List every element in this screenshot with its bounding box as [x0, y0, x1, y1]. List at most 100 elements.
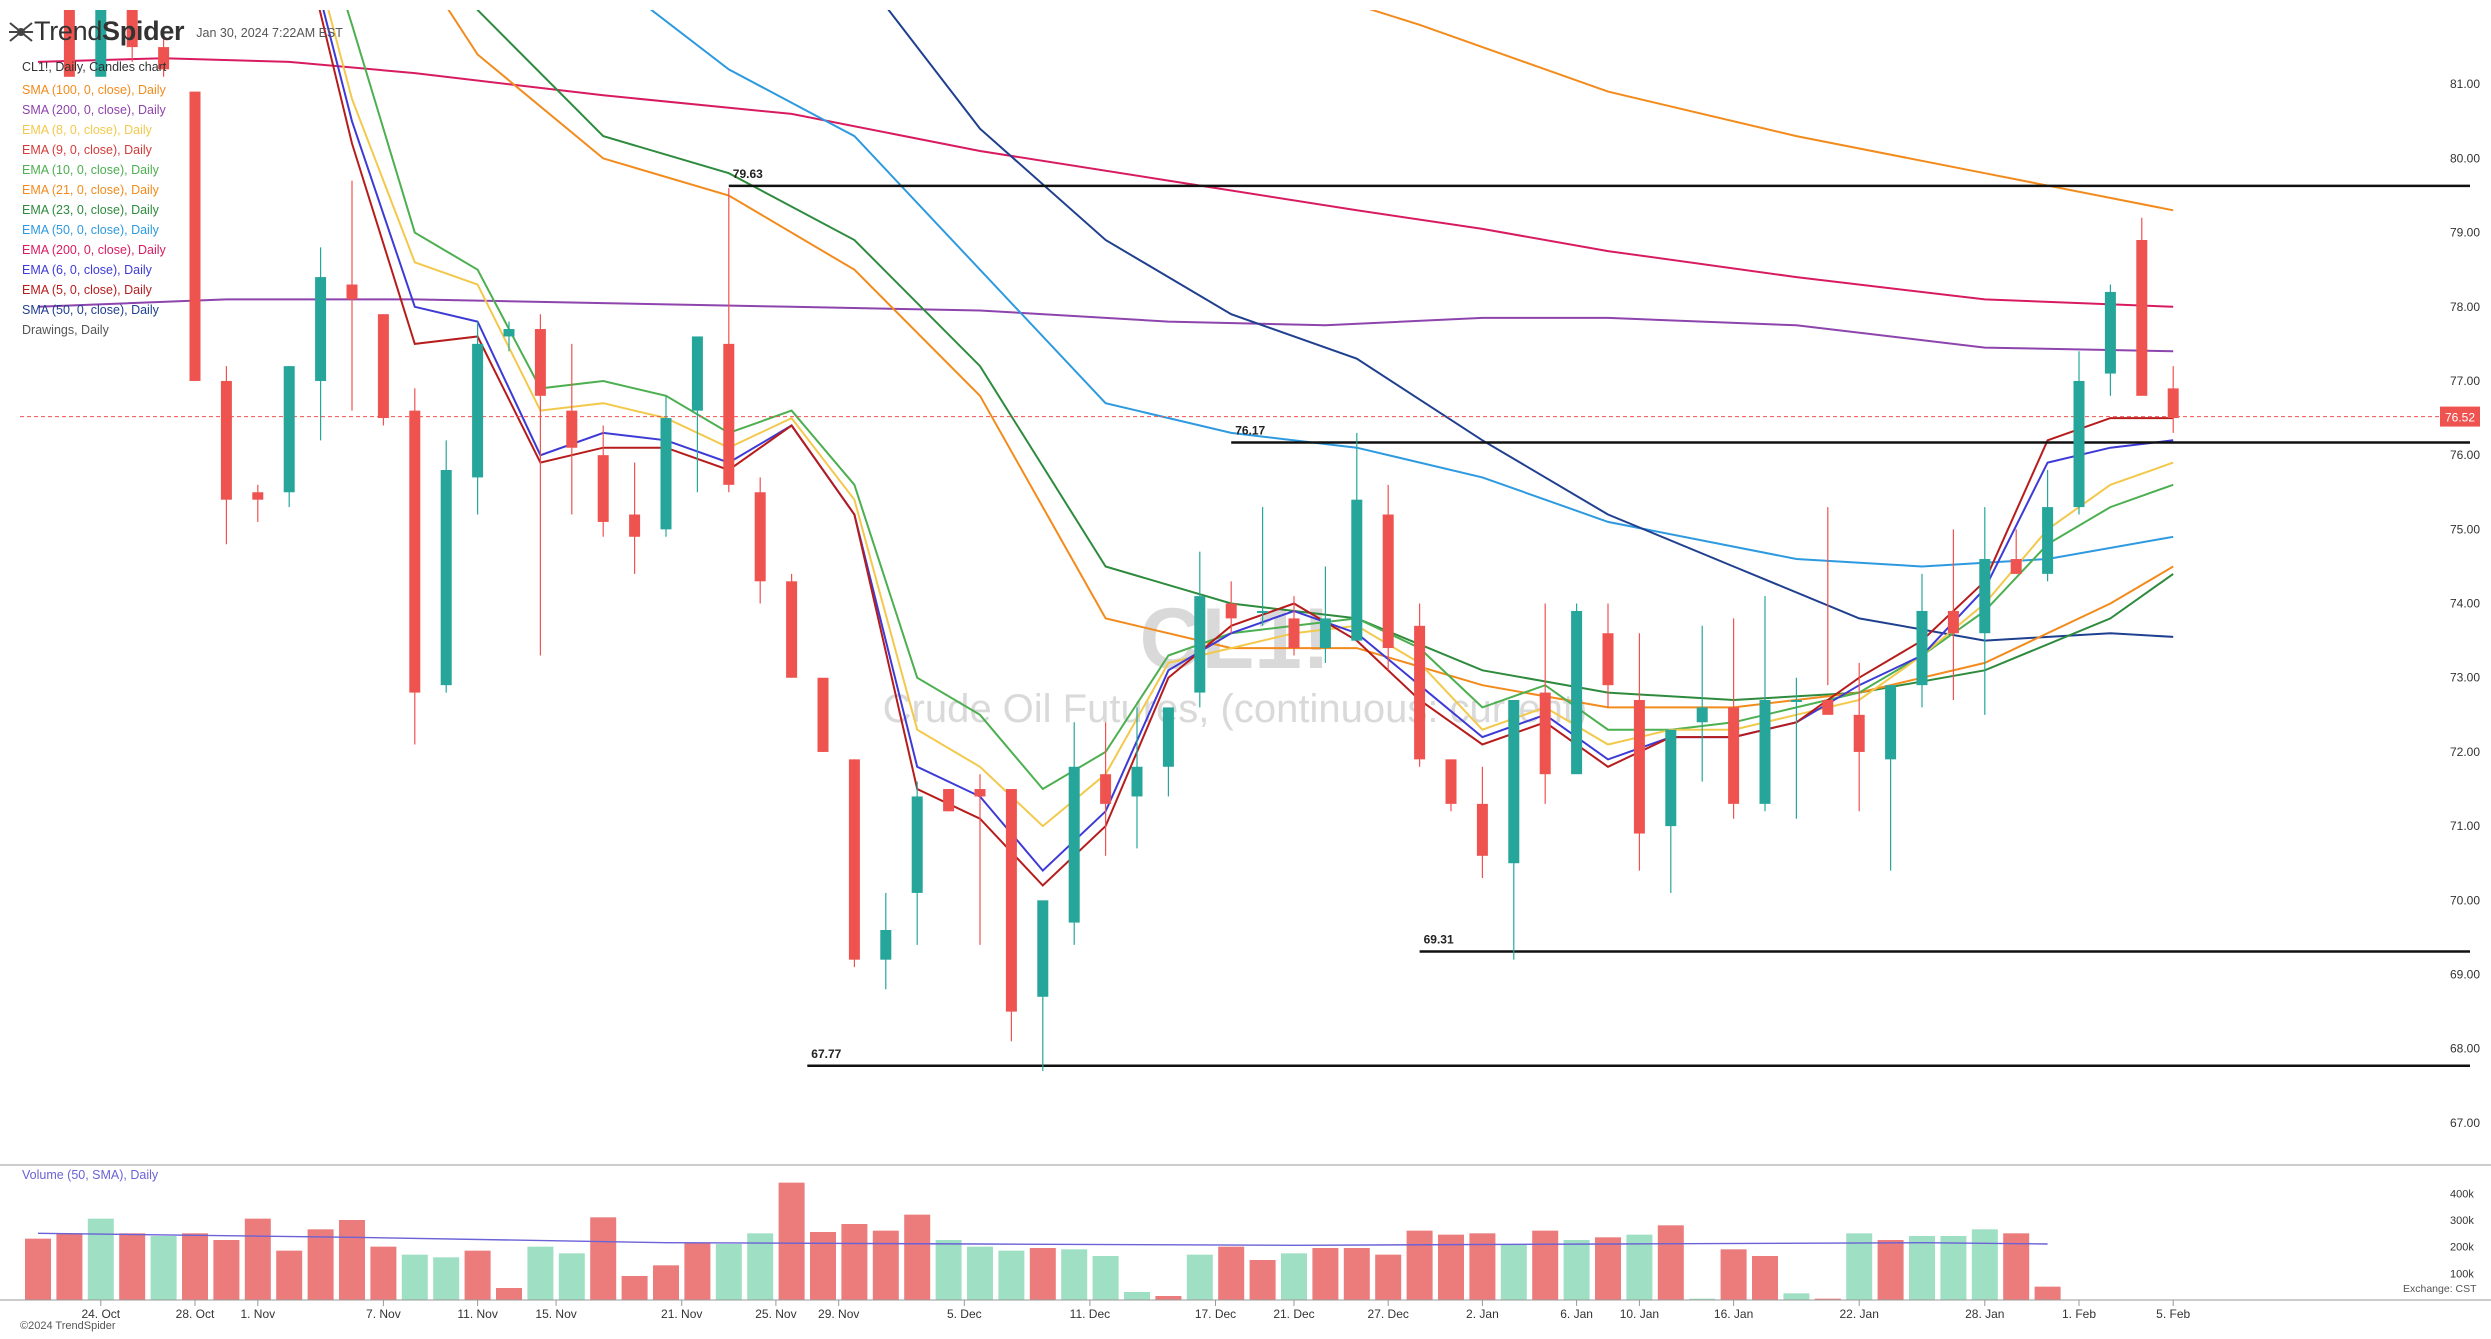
time-axis: 24. Oct 28. Oct 1. Nov 7. Nov 11. Nov 15. Nov…: [0, 1299, 2491, 1321]
legend-item[interactable]: EMA (23, 0, close), Daily: [22, 203, 159, 217]
candle-body: [1382, 514, 1394, 649]
candle: [1853, 662, 1865, 812]
volume-bar: [967, 1246, 993, 1300]
candle: [126, 10, 138, 62]
candle: [1979, 507, 1991, 715]
level-label: 69.31: [1424, 933, 1454, 947]
indicator-line: [887, 10, 2174, 642]
volume-bar: [810, 1232, 836, 1300]
legend-item[interactable]: EMA (50, 0, close), Daily: [22, 223, 159, 237]
candle-body: [1947, 610, 1959, 634]
candle-body: [1696, 707, 1708, 723]
volume-bar: [1971, 1229, 1998, 1300]
candle: [1822, 507, 1834, 715]
volume-bar: [1500, 1244, 1527, 1300]
volume-bar: [1124, 1292, 1150, 1300]
price-tick-label: 79.00: [2450, 226, 2480, 240]
candle-body: [1979, 559, 1991, 634]
price-axis: 67.00 68.00 69.00 70.00 71.00 72.00 73.00 74.00…: [0, 77, 2491, 1166]
time-tick-label: 17. Dec: [1195, 1307, 1236, 1321]
candle: [2010, 529, 2022, 574]
candle-body: [660, 418, 672, 530]
candle-body: [252, 492, 264, 500]
legend-item[interactable]: SMA (100, 0, close), Daily: [22, 83, 166, 97]
legend-item[interactable]: SMA (200, 0, close), Daily: [22, 103, 166, 117]
legend-item[interactable]: EMA (9, 0, close), Daily: [22, 143, 152, 157]
legend-item[interactable]: EMA (10, 0, close), Daily: [22, 163, 159, 177]
time-tick-label: 28. Jan: [1965, 1307, 2004, 1321]
price-tick-label: 81.00: [2450, 77, 2480, 91]
price-tick-label: 70.00: [2450, 893, 2480, 907]
candle: [1037, 900, 1049, 1071]
volume-bar: [841, 1224, 868, 1300]
candle: [252, 484, 264, 522]
candle-body: [1131, 766, 1143, 797]
legend-item[interactable]: EMA (5, 0, close), Daily: [22, 283, 152, 297]
candle-body: [1633, 700, 1645, 834]
horizontal-levels[interactable]: 79.63 76.17 69.31 67.77: [20, 167, 2470, 1068]
candle-body: [1414, 625, 1426, 760]
candle: [95, 10, 107, 77]
exchange-label: Exchange: CST: [2403, 1283, 2477, 1295]
candle: [1508, 700, 1520, 960]
candle: [691, 336, 703, 493]
candle-body: [2073, 380, 2085, 508]
candle: [1100, 722, 1112, 856]
candle: [1351, 432, 1363, 641]
candle-body: [911, 796, 923, 893]
volume-bar: [1186, 1254, 1213, 1300]
legend-item[interactable]: EMA (21, 0, close), Daily: [22, 183, 159, 197]
price-tick-label: 80.00: [2450, 151, 2480, 165]
legend-item[interactable]: Drawings, Daily: [22, 323, 109, 337]
candle: [629, 462, 641, 574]
candle: [1068, 722, 1080, 945]
volume-bar: [904, 1214, 931, 1300]
candle-body: [848, 759, 860, 960]
volume-tick-label: 300k: [2450, 1215, 2474, 1227]
candle-body: [1194, 596, 1206, 693]
indicator-line: [37, 57, 2174, 308]
volume-bar: [182, 1233, 208, 1300]
indicator-line: [37, 298, 2174, 353]
candle: [377, 314, 389, 426]
candle: [911, 781, 923, 945]
candle-body: [315, 277, 327, 381]
time-tick-label: 7. Nov: [366, 1307, 401, 1321]
candle-body: [158, 47, 170, 70]
candle: [2073, 351, 2085, 515]
candle-body: [566, 410, 578, 448]
candle: [1602, 603, 1614, 708]
volume-bar: [1877, 1240, 1904, 1300]
price-tick-label: 75.00: [2450, 522, 2480, 536]
candle-body: [2136, 240, 2148, 396]
trendspider-logo: TrendSpider Jan 30, 2024 7:22AM EST: [8, 16, 343, 47]
volume-bar: [1909, 1236, 1935, 1300]
candle: [534, 314, 546, 656]
volume-bar: [1563, 1240, 1590, 1300]
volume-bar: [1814, 1298, 1841, 1300]
candle: [566, 343, 578, 515]
volume-tick-label: 200k: [2450, 1242, 2474, 1254]
price-tick-label: 71.00: [2450, 819, 2480, 833]
candle-body: [503, 329, 515, 337]
volume-bar: [653, 1265, 679, 1300]
legend-item[interactable]: EMA (6, 0, close), Daily: [22, 263, 152, 277]
candle: [974, 774, 986, 945]
volume-sma-line: [37, 1232, 2048, 1247]
volume-bar: [590, 1217, 617, 1300]
volume-bar: [25, 1238, 51, 1300]
legend-item[interactable]: EMA (8, 0, close), Daily: [22, 123, 152, 137]
candle: [597, 425, 609, 537]
volume-bar: [1940, 1236, 1967, 1300]
candle-body: [1162, 707, 1174, 767]
candle: [817, 677, 829, 752]
volume-bar: [1406, 1230, 1433, 1300]
legend-item[interactable]: EMA (200, 0, close), Daily: [22, 243, 166, 257]
candle: [2167, 366, 2179, 433]
volume-bar: [747, 1233, 774, 1300]
volume-bar: [621, 1276, 648, 1300]
candle-body: [1476, 803, 1488, 856]
timestamp: Jan 30, 2024 7:22AM EST: [196, 25, 343, 40]
legend-item[interactable]: SMA (50, 0, close), Daily: [22, 303, 159, 317]
